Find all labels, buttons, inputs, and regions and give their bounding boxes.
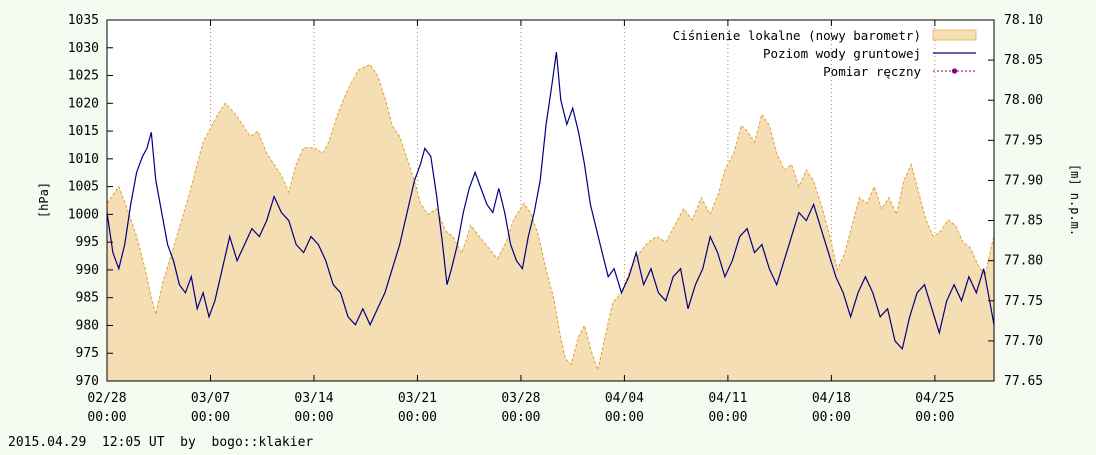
x-tick-label: 03/21 00:00: [398, 391, 437, 425]
right-tick-label: 78.10: [1004, 13, 1043, 28]
x-tick-label: 02/28 00:00: [87, 391, 126, 425]
left-tick-label: 985: [76, 291, 99, 306]
left-axis-ticks: 970 975 980 985 990 995 1000 1005 1010 1015 1020 10…: [68, 13, 113, 389]
legend-water-label: Poziom wody gruntowej: [763, 46, 921, 61]
right-tick-label: 77.75: [1004, 294, 1043, 309]
left-tick-label: 975: [76, 346, 99, 361]
right-tick-label: 77.85: [1004, 214, 1043, 229]
pressure-outline: [106, 63, 995, 372]
x-tick-label: 03/14 00:00: [294, 391, 333, 425]
legend-manual-swatch-point: [951, 68, 958, 74]
right-tick-label: 78.00: [1004, 93, 1043, 108]
left-tick-label: 1030: [68, 41, 99, 56]
right-tick-label: 77.65: [1004, 374, 1043, 389]
left-tick-label: 1000: [68, 207, 99, 222]
x-tick-label: 04/11 00:00: [708, 391, 747, 425]
right-axis-ticks: 77.65 77.70 77.75 77.80 77.85 77.90 77.95 78.00…: [988, 13, 1043, 389]
y-axis-left-label: [hPa]: [37, 182, 51, 218]
left-tick-label: 1020: [68, 96, 99, 111]
x-tick-label: 04/18 00:00: [812, 391, 851, 425]
right-tick-label: 78.05: [1004, 53, 1043, 68]
plot-border: [106, 19, 995, 382]
left-tick-label: 1035: [68, 13, 99, 28]
right-tick-label: 77.70: [1004, 334, 1043, 349]
left-tick-label: 990: [76, 263, 99, 278]
footer-credit: 2015.04.29 12:05 UT by bogo::klakier: [8, 435, 314, 450]
legend-manual-label: Pomiar ręczny: [823, 64, 921, 79]
legend-pressure-swatch: [932, 29, 977, 41]
x-tick-label: 03/07 00:00: [191, 391, 230, 425]
left-tick-label: 995: [76, 235, 99, 250]
right-tick-label: 77.95: [1004, 133, 1043, 148]
water-level-line-layer: [106, 52, 995, 351]
pressure-area-layer: [106, 63, 995, 382]
left-tick-label: 1010: [68, 152, 99, 167]
x-tick-label: 04/04 00:00: [605, 391, 644, 425]
chart-svg: 970 975 980 985 990 995 1000 1005 1010 1015 1020 10…: [37, 13, 1082, 425]
x-tick-label: 04/25 00:00: [915, 391, 954, 425]
x-tick-label: 03/28 00:00: [501, 391, 540, 425]
x-axis-ticks: 02/28 00:00 03/07 00:00 03/14 00:00 03/21 00:00…: [87, 20, 954, 425]
left-tick-label: 1025: [68, 69, 99, 84]
legend: Ciśnienie lokalne (nowy barometr) Poziom …: [673, 28, 977, 79]
right-tick-label: 77.80: [1004, 254, 1043, 269]
legend-pressure-label: Ciśnienie lokalne (nowy barometr): [673, 28, 921, 43]
left-tick-label: 970: [76, 374, 99, 389]
pressure-area: [107, 64, 994, 382]
left-tick-label: 980: [76, 318, 99, 333]
y-axis-right-label: [m] n.p.m.: [1068, 164, 1082, 236]
left-tick-label: 1005: [68, 180, 99, 195]
left-tick-label: 1015: [68, 124, 99, 139]
right-tick-label: 77.90: [1004, 173, 1043, 188]
water-level-line: [106, 52, 995, 351]
